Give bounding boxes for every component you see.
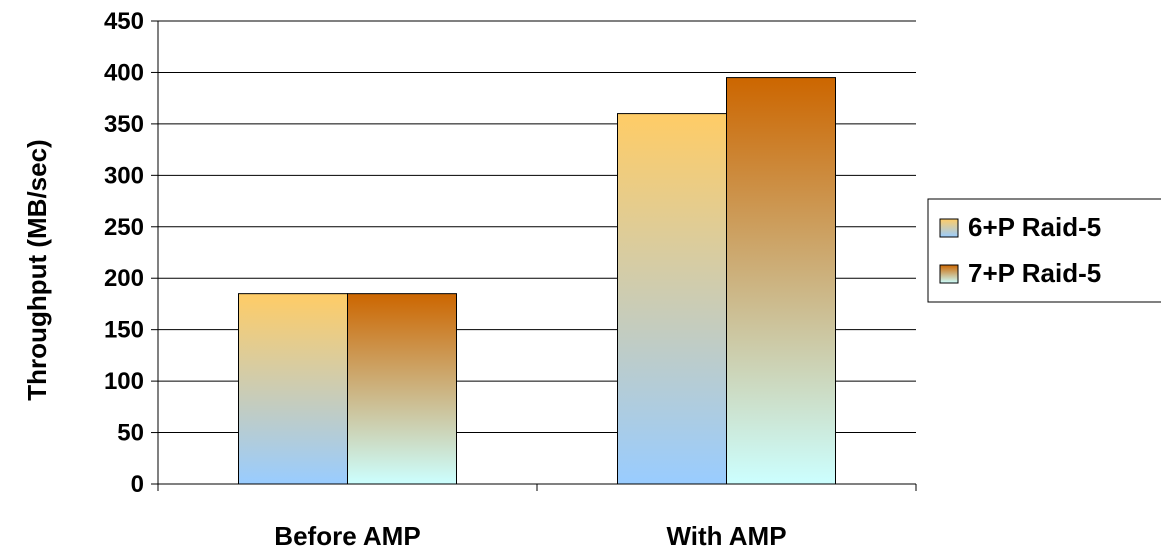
x-category-label: With AMP — [666, 521, 786, 551]
legend: 6+P Raid-5 7+P Raid-5 — [927, 198, 1161, 303]
bar-1-1 — [238, 293, 348, 485]
y-tick-label: 300 — [104, 162, 144, 189]
x-category-label: Before AMP — [274, 521, 420, 551]
legend-box — [927, 198, 1161, 303]
bar-1-2 — [617, 113, 727, 485]
legend-swatch — [939, 218, 959, 238]
legend-label: 6+P Raid-5 — [968, 212, 1101, 242]
bars — [238, 77, 836, 485]
y-tick-label: 200 — [104, 265, 144, 292]
y-tick-label: 450 — [104, 8, 144, 35]
y-tick-label: 250 — [104, 214, 144, 241]
y-tick-label: 400 — [104, 59, 144, 86]
y-tick-label: 350 — [104, 111, 144, 138]
y-axis-title: Throughput (MB/sec) — [22, 139, 52, 400]
axes — [151, 20, 917, 491]
y-tick-label: 100 — [104, 368, 144, 395]
y-tick-label: 0 — [131, 471, 144, 498]
legend-swatch — [939, 264, 959, 284]
legend-label: 7+P Raid-5 — [968, 258, 1101, 288]
y-tick-label: 50 — [117, 420, 144, 447]
bar-2-1 — [347, 293, 457, 485]
y-tick-label: 150 — [104, 317, 144, 344]
bar-2-2 — [726, 77, 836, 485]
labels: Throughput (MB/sec) 0 50 100 150 200 250 300 35… — [22, 8, 787, 551]
